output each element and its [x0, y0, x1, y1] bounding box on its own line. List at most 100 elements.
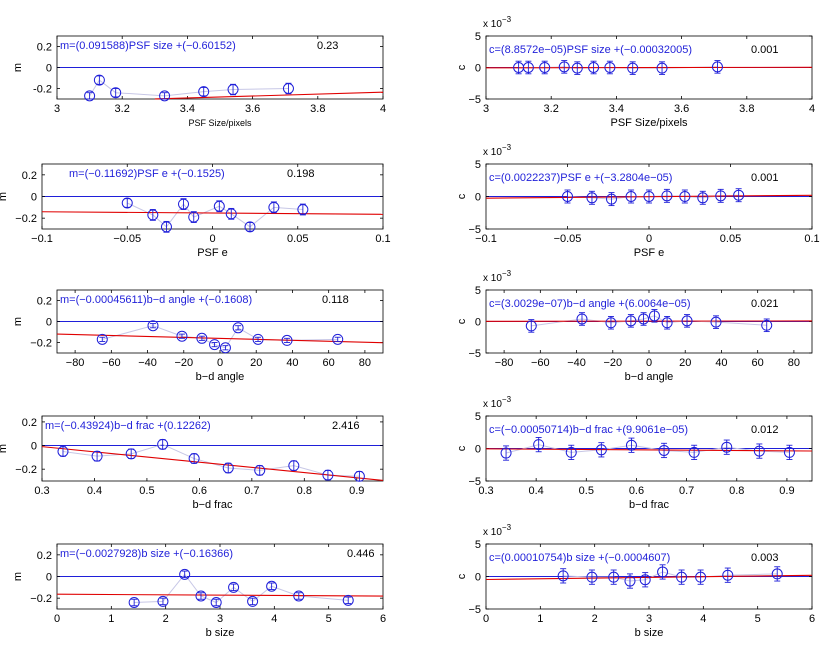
- fit-equation: c=(−0.00050714)b−d frac +(9.9061e−05): [489, 424, 688, 436]
- y-tick-label: −0.2: [15, 464, 37, 476]
- x-tick-label: 2: [592, 613, 598, 625]
- data-point: [96, 333, 108, 345]
- y-axis-label: m: [12, 572, 24, 581]
- fit-statistic: 2.416: [332, 420, 360, 432]
- data-point: [639, 574, 651, 586]
- x-tick-label: −0.05: [554, 233, 582, 245]
- x-tick-label: 3: [217, 613, 223, 625]
- data-point: [661, 190, 673, 202]
- x-tick-label: 1: [537, 613, 543, 625]
- y-tick-label: 0: [46, 572, 52, 584]
- x-tick-label: 80: [788, 357, 800, 369]
- x-tick-label: 6: [809, 613, 815, 625]
- data-point: [281, 334, 293, 346]
- data-point: [232, 322, 244, 334]
- x-tick-label: 0.1: [804, 233, 819, 245]
- data-point: [533, 439, 545, 451]
- data-point: [179, 568, 191, 580]
- y-tick-label: 0.2: [37, 296, 52, 308]
- data-point: [625, 439, 637, 451]
- data-point: [332, 333, 344, 345]
- y-tick-label: -0.2: [33, 84, 52, 96]
- fit-equation: c=(0.0022237)PSF e +(−3.2804e−05): [489, 172, 672, 184]
- data-point: [733, 189, 745, 201]
- x-tick-label: −40: [138, 357, 157, 369]
- x-tick-label: 0.5: [139, 485, 154, 497]
- data-point: [715, 190, 727, 202]
- y-axis-label: c: [456, 445, 468, 451]
- x-tick-label: 2: [163, 613, 169, 625]
- data-point: [293, 590, 305, 602]
- fit-line: [485, 574, 813, 581]
- data-point: [625, 191, 637, 202]
- x-tick-label: −80: [495, 357, 514, 369]
- data-point: [500, 447, 512, 459]
- data-point: [625, 315, 637, 327]
- data-point: [244, 221, 256, 233]
- series-connector: [89, 79, 289, 97]
- y-axis-label: m: [12, 317, 24, 326]
- y-tick-label: 0: [475, 192, 481, 204]
- data-point: [93, 74, 105, 86]
- data-point: [176, 330, 188, 342]
- y-axis-label: c: [456, 318, 468, 324]
- data-point: [188, 211, 200, 223]
- x-tick-label: 0.9: [349, 485, 364, 497]
- series-connector: [127, 202, 303, 228]
- x-tick-label: 0.4: [87, 485, 102, 497]
- x-tick-label: 0: [209, 233, 215, 245]
- y-tick-label: 0.2: [37, 42, 52, 54]
- panel-c-psf-e: −0.1 −0.05 0 0.05 0.1 5 0 −5 PSF e c x 10−3 c=(0.00…: [456, 143, 820, 259]
- data-point: [322, 469, 334, 481]
- fit-equation: m=(−0.00045611)b−d angle +(−0.1608): [60, 294, 252, 306]
- data-point: [562, 191, 573, 202]
- y-axis-label: c: [456, 64, 468, 70]
- fit-statistic: 0.001: [751, 44, 779, 56]
- y-axis-label: m: [0, 192, 9, 201]
- data-point: [195, 590, 207, 602]
- data-point: [657, 566, 669, 578]
- data-point: [722, 569, 734, 581]
- y-tick-label: 0: [475, 63, 481, 75]
- data-point: [656, 62, 668, 74]
- y-tick-label: −5: [468, 94, 481, 106]
- fit-equation: m=(0.091588)PSF size +(−0.60152): [60, 40, 236, 52]
- y-tick-label: 0: [475, 572, 481, 584]
- x-tick-label: 0.8: [297, 485, 312, 497]
- data-point: [128, 597, 140, 608]
- data-point: [222, 462, 234, 474]
- x-tick-label: −60: [531, 357, 550, 369]
- fit-statistic: 0.003: [751, 552, 779, 564]
- data-point: [159, 90, 171, 102]
- data-point: [605, 317, 617, 329]
- plot-frame: [41, 415, 384, 482]
- x-axis-label: PSF e: [197, 247, 228, 259]
- panel-m-bd-angle: −80 −60 −40 −20 0 20 40 60 80 0.2 0 −0.2 b−d angle m m…: [12, 289, 384, 383]
- y-scale-multiplier: x 10−3: [483, 269, 512, 284]
- data-point: [522, 62, 534, 73]
- y-tick-label: 0: [31, 192, 37, 204]
- x-tick-label: 80: [359, 357, 371, 369]
- data-point: [558, 61, 570, 73]
- data-point: [661, 317, 673, 329]
- x-tick-label: 0: [483, 613, 489, 625]
- x-tick-label: 60: [323, 357, 335, 369]
- data-point: [157, 438, 169, 450]
- fit-line: [56, 593, 384, 597]
- x-tick-label: 1: [108, 613, 114, 625]
- x-tick-label: 4: [380, 103, 386, 115]
- data-point: [188, 453, 200, 465]
- data-point: [282, 83, 294, 94]
- x-tick-label: 0.05: [287, 233, 308, 245]
- panel-c-bd-angle: −80 −60 −40 −20 0 20 40 60 80 5 0 −5 b−d angle c x 10−…: [456, 269, 813, 383]
- series-connector: [505, 444, 790, 454]
- panel-m-psf-size: 3 3.2 3.4 3.6 3.8 4 0.2 0 -0.2 PSF Size/pixels m m=…: [12, 35, 386, 128]
- data-point: [342, 594, 354, 606]
- data-point: [213, 200, 225, 212]
- x-tick-label: 5: [326, 613, 332, 625]
- y-tick-label: 5: [475, 539, 481, 551]
- data-point: [710, 316, 722, 328]
- fit-statistic: 0.118: [322, 294, 349, 306]
- data-point: [198, 86, 210, 98]
